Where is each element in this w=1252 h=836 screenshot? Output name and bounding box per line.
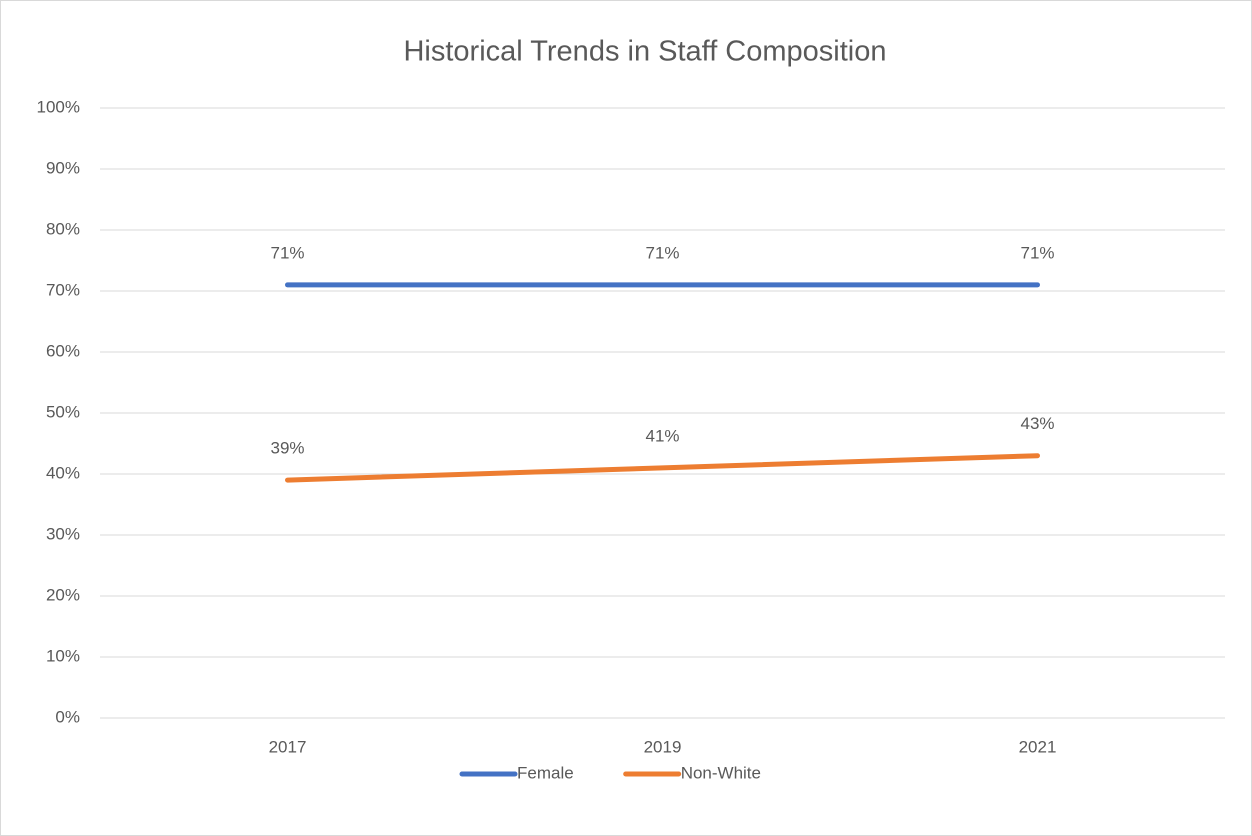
y-tick-label: 20% bbox=[46, 585, 80, 604]
data-label: 71% bbox=[1020, 243, 1054, 262]
data-label: 39% bbox=[270, 439, 304, 458]
y-tick-label: 40% bbox=[46, 463, 80, 482]
y-tick-label: 60% bbox=[46, 341, 80, 360]
series-line bbox=[285, 453, 1040, 483]
y-tick-label: 0% bbox=[55, 707, 80, 726]
legend-label: Non-White bbox=[681, 763, 761, 782]
y-tick-label: 30% bbox=[46, 524, 80, 543]
y-tick-label: 50% bbox=[46, 402, 80, 421]
x-tick-label: 2017 bbox=[269, 737, 307, 756]
y-tick-label: 70% bbox=[46, 280, 80, 299]
chart-title: Historical Trends in Staff Composition bbox=[403, 36, 886, 68]
x-tick-label: 2021 bbox=[1019, 737, 1057, 756]
y-tick-label: 80% bbox=[46, 219, 80, 238]
data-label: 41% bbox=[645, 426, 679, 445]
legend-label: Female bbox=[517, 763, 574, 782]
data-label: 71% bbox=[270, 243, 304, 262]
data-label: 43% bbox=[1020, 414, 1054, 433]
data-label: 71% bbox=[645, 243, 679, 262]
y-tick-label: 90% bbox=[46, 158, 80, 177]
y-tick-label: 10% bbox=[46, 646, 80, 665]
x-tick-label: 2019 bbox=[644, 737, 682, 756]
y-tick-label: 100% bbox=[37, 97, 80, 116]
